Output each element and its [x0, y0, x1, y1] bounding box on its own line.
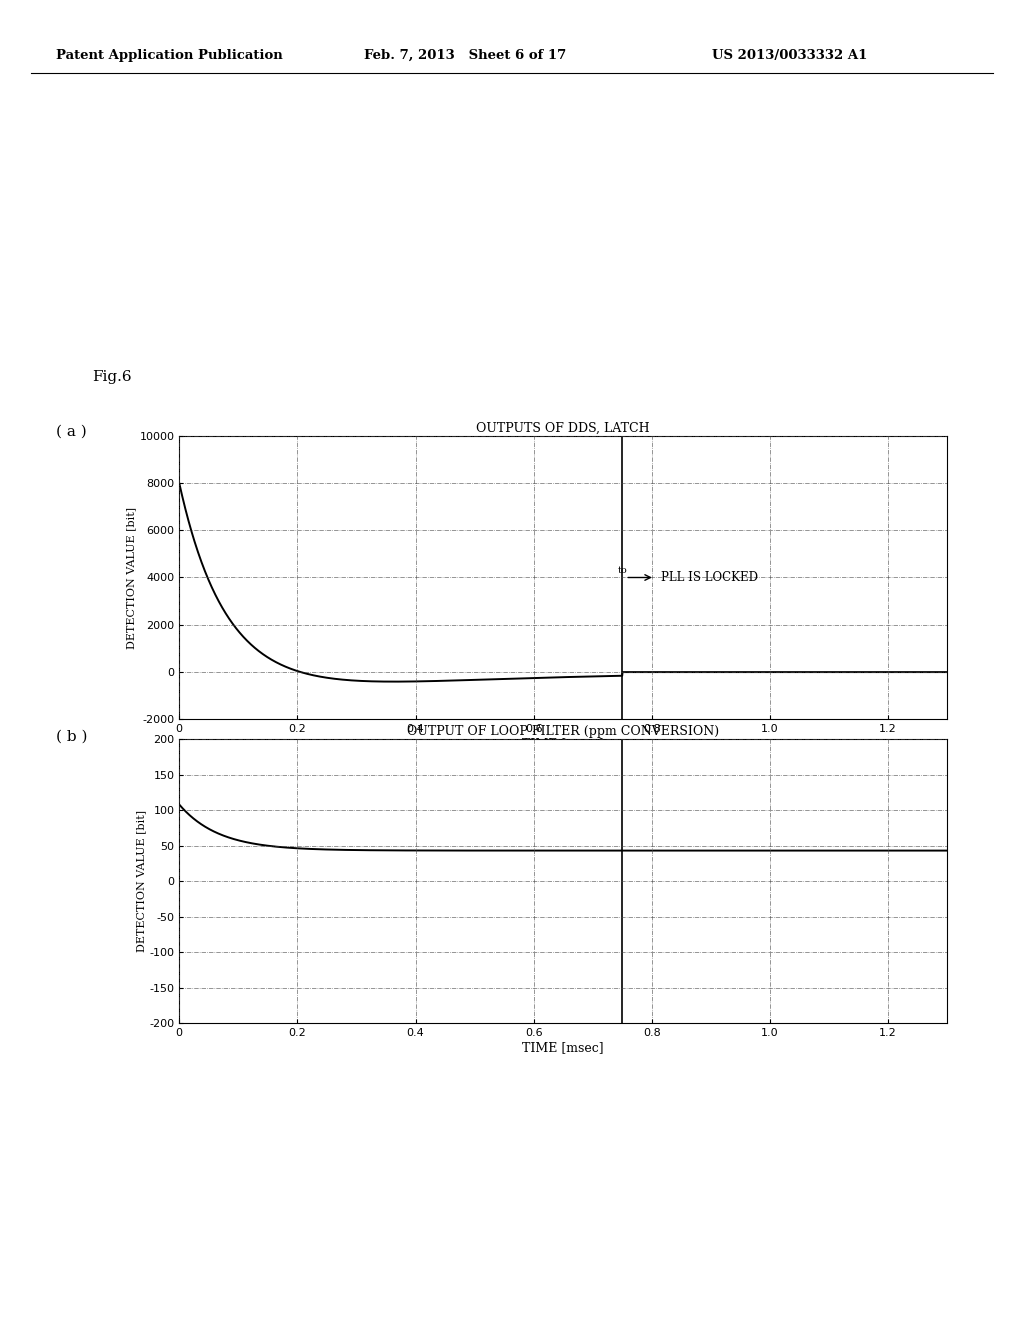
Title: OUTPUTS OF DDS, LATCH: OUTPUTS OF DDS, LATCH — [476, 421, 650, 434]
Y-axis label: DETECTION VALUE [bit]: DETECTION VALUE [bit] — [136, 810, 146, 952]
Text: Patent Application Publication: Patent Application Publication — [56, 49, 283, 62]
Text: PLL IS LOCKED: PLL IS LOCKED — [660, 572, 758, 583]
Text: ( a ): ( a ) — [56, 425, 87, 440]
Title: OUTPUT OF LOOP FILTER (ppm CONVERSION): OUTPUT OF LOOP FILTER (ppm CONVERSION) — [408, 725, 719, 738]
Text: US 2013/0033332 A1: US 2013/0033332 A1 — [712, 49, 867, 62]
Text: to: to — [617, 566, 627, 574]
Y-axis label: DETECTION VALUE [bit]: DETECTION VALUE [bit] — [127, 507, 136, 648]
Text: Fig.6: Fig.6 — [92, 370, 132, 384]
Text: ( b ): ( b ) — [56, 730, 88, 744]
X-axis label: TIME [msec]: TIME [msec] — [522, 1040, 604, 1053]
X-axis label: TIME [msec]: TIME [msec] — [522, 737, 604, 750]
Text: Feb. 7, 2013   Sheet 6 of 17: Feb. 7, 2013 Sheet 6 of 17 — [364, 49, 566, 62]
